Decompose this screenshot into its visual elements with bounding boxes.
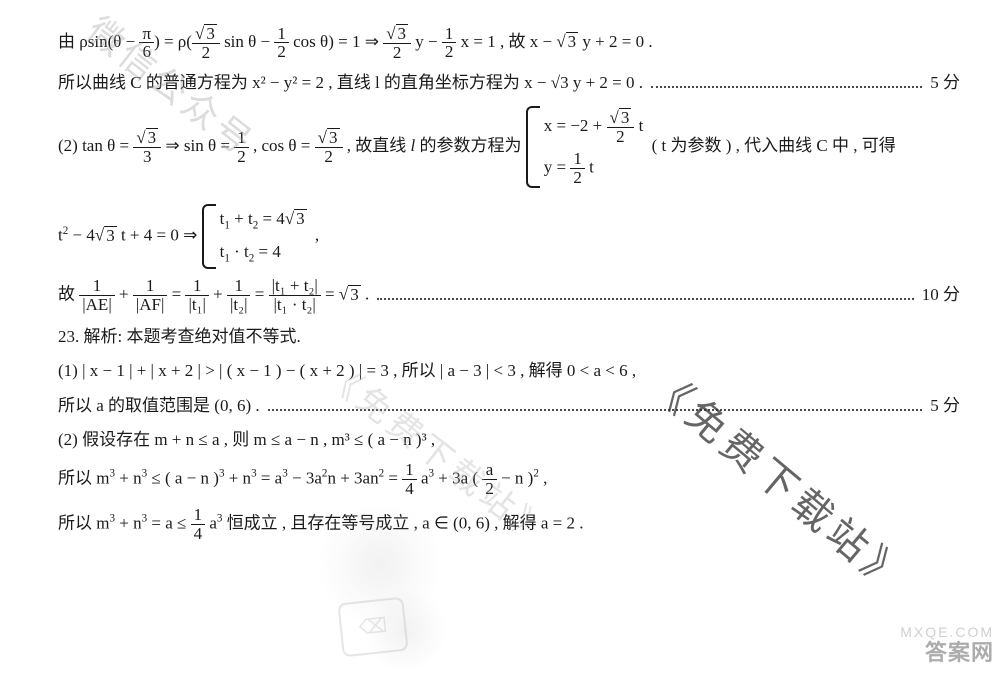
dotted-leader xyxy=(651,86,922,88)
math-line: (1) | x − 1 | + | x + 2 | > | ( x − 1 ) … xyxy=(58,358,960,384)
math-line-scored: 故 1|AE| + 1|AF| = 1|t₁| + 1|t₂| = |t₁ + … xyxy=(58,277,960,314)
line-text: 所以曲线 C 的普通方程为 x² − y² = 2 , 直线 l 的直角坐标方程… xyxy=(58,70,643,96)
stamp-erase: ⌫ xyxy=(337,597,408,658)
line-text: 故 1|AE| + 1|AF| = 1|t₁| + 1|t₂| = |t₁ + … xyxy=(58,277,369,314)
case-bracket: x = −2 + √32 t y = 12 t xyxy=(526,106,648,188)
math-line: (2) tan θ = √33 ⇒ sin θ = 12 , cos θ = √… xyxy=(58,106,960,188)
math-line: t2 − 4√3 t + 4 = 0 ⇒ t1 + t2 = 4√3 t1 · … xyxy=(58,204,960,269)
page-body: 由 ρsin(θ − π6) = ρ(√32 sin θ − 12 cos θ)… xyxy=(0,0,1000,571)
case-bracket: t1 + t2 = 4√3 t1 · t2 = 4 xyxy=(202,204,311,269)
brand-text: 答案网 xyxy=(925,636,994,670)
score-label: 10 分 xyxy=(922,282,960,308)
math-line: 所以 m3 + n3 ≤ ( a − n )3 + n3 = a3 − 3a2n… xyxy=(58,461,960,498)
line-text: 所以 a 的取值范围是 (0, 6) . xyxy=(58,393,260,419)
dotted-leader xyxy=(268,409,923,411)
score-label: 5 分 xyxy=(930,70,960,96)
text-line: 23. 解析: 本题考查绝对值不等式. xyxy=(58,324,960,350)
math-line: 由 ρsin(θ − π6) = ρ(√32 sin θ − 12 cos θ)… xyxy=(58,24,960,62)
math-line: (2) 假设存在 m + n ≤ a , 则 m ≤ a − n , m³ ≤ … xyxy=(58,427,960,453)
dotted-leader xyxy=(377,298,914,300)
score-label: 5 分 xyxy=(930,393,960,419)
math-line-scored: 所以曲线 C 的普通方程为 x² − y² = 2 , 直线 l 的直角坐标方程… xyxy=(58,70,960,96)
math-line-scored: 所以 a 的取值范围是 (0, 6) . 5 分 xyxy=(58,393,960,419)
line-text: ( t 为参数 ) , 代入曲线 C 中 , 可得 xyxy=(652,136,896,155)
math-line: 所以 m3 + n3 = a ≤ 14 a3 恒成立 , 且存在等号成立 , a… xyxy=(58,506,960,543)
